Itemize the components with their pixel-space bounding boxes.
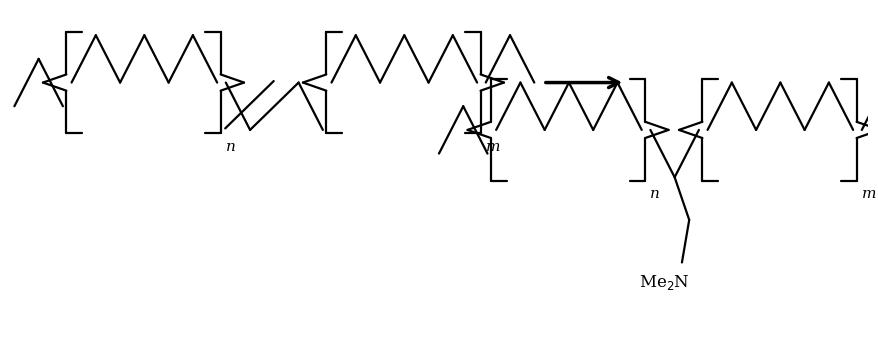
Text: m: m [860, 188, 875, 202]
Text: n: n [650, 188, 659, 202]
Text: m: m [486, 140, 500, 154]
Text: Me$_2$N: Me$_2$N [638, 273, 689, 292]
Text: n: n [226, 140, 235, 154]
